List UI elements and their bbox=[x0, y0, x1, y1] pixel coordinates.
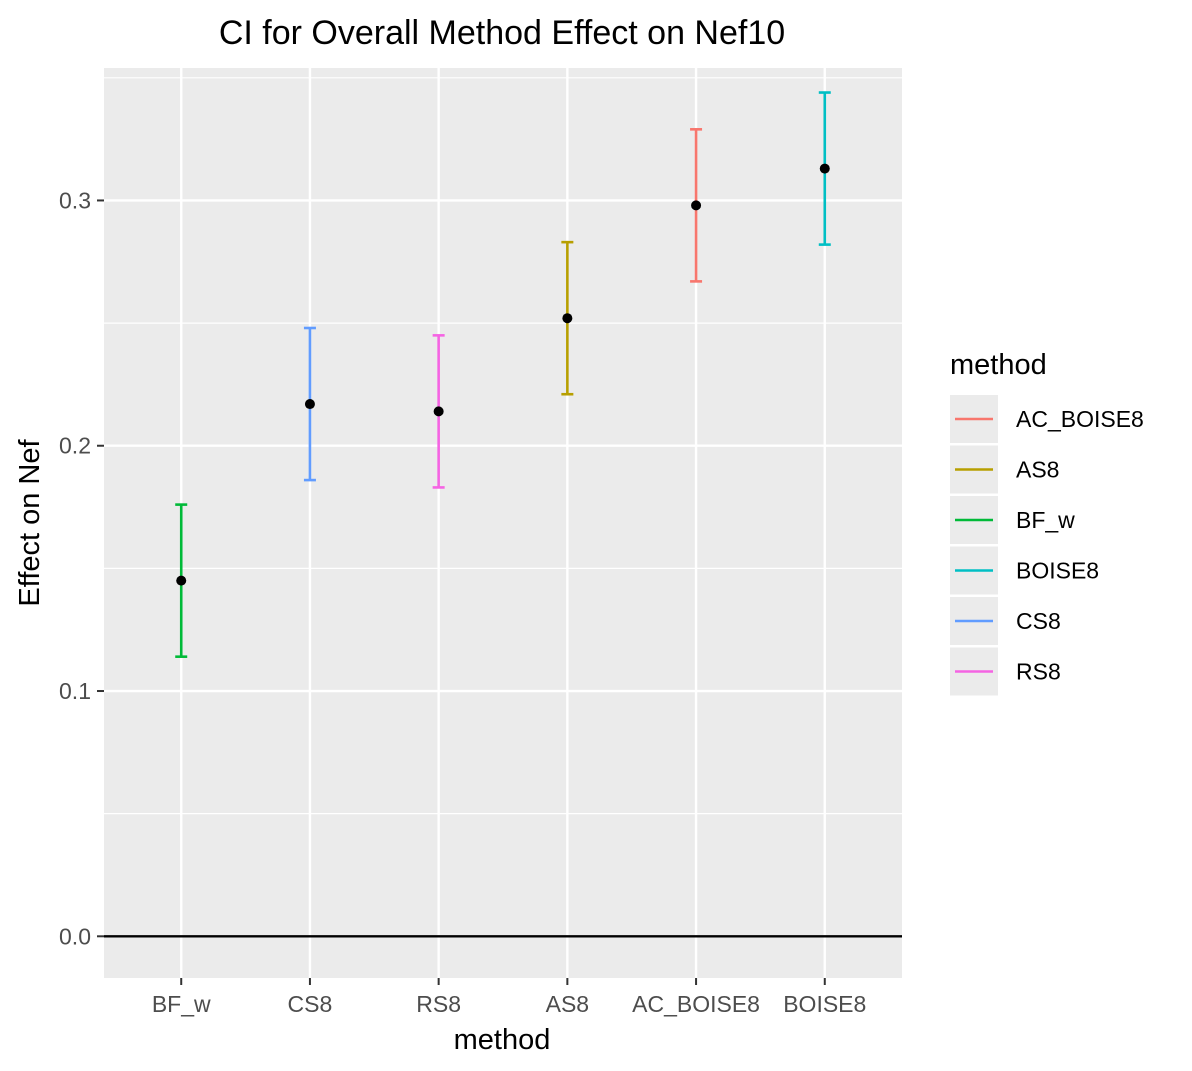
legend-label: AC_BOISE8 bbox=[1016, 406, 1144, 432]
legend-label: BOISE8 bbox=[1016, 558, 1099, 584]
chart-title: CI for Overall Method Effect on Nef10 bbox=[219, 14, 785, 52]
legend-label: AS8 bbox=[1016, 457, 1059, 483]
y-tick-label: 0.2 bbox=[59, 433, 91, 459]
legend-label: RS8 bbox=[1016, 659, 1061, 685]
minor-gridlines bbox=[104, 77, 902, 815]
legend-item-bf_w: BF_w bbox=[950, 496, 1075, 544]
legend-item-cs8: CS8 bbox=[950, 597, 1061, 645]
point-estimate-as8 bbox=[562, 313, 573, 324]
y-tick-label: 0.3 bbox=[59, 187, 91, 213]
y-tick-label: 0.1 bbox=[59, 678, 91, 704]
legend-item-boise8: BOISE8 bbox=[950, 546, 1099, 595]
legend-label: CS8 bbox=[1016, 608, 1061, 634]
legend-item-ac_boise8: AC_BOISE8 bbox=[950, 395, 1144, 443]
y-axis-title: Effect on Nef bbox=[14, 439, 46, 607]
x-tick-label: CS8 bbox=[288, 991, 333, 1017]
x-tick-label: AS8 bbox=[546, 991, 589, 1017]
legend-item-as8: AS8 bbox=[950, 445, 1059, 494]
x-axis-ticks: BF_w CS8 RS8 AS8 AC_BOISE8 BOISE8 bbox=[152, 978, 866, 1017]
x-tick-label: BF_w bbox=[152, 991, 211, 1017]
point-estimate-rs8 bbox=[433, 406, 444, 417]
x-tick-label: AC_BOISE8 bbox=[632, 991, 760, 1017]
y-tick-label: 0.0 bbox=[59, 923, 91, 949]
y-axis-ticks: 0.0 0.1 0.2 0.3 bbox=[59, 187, 104, 949]
legend-item-rs8: RS8 bbox=[950, 647, 1061, 696]
plot-panel bbox=[104, 68, 902, 978]
legend-title: method bbox=[950, 349, 1047, 381]
x-tick-label: BOISE8 bbox=[783, 991, 866, 1017]
legend-label: BF_w bbox=[1016, 507, 1075, 533]
point-estimates bbox=[176, 163, 830, 586]
x-tick-label: RS8 bbox=[416, 991, 461, 1017]
x-axis-title: method bbox=[454, 1024, 551, 1056]
point-estimate-bf_w bbox=[176, 575, 187, 586]
point-estimate-cs8 bbox=[304, 399, 315, 410]
point-estimate-ac_boise8 bbox=[691, 200, 702, 211]
point-estimate-boise8 bbox=[819, 163, 830, 174]
legend: method AC_BOISE8 AS8 BF_w BOISE8 CS8 RS8 bbox=[950, 349, 1144, 696]
